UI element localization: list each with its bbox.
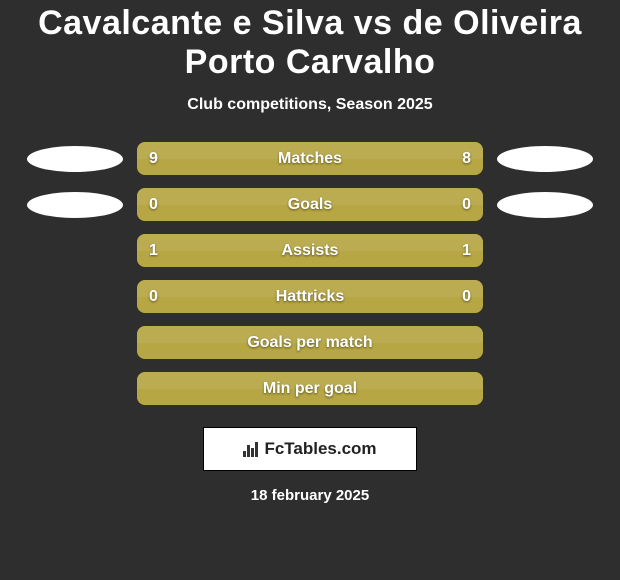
player-marker-left xyxy=(27,192,123,218)
spacer xyxy=(497,238,593,264)
logo-text: FcTables.com xyxy=(264,439,376,459)
stat-label: Assists xyxy=(282,242,339,260)
player-marker-left xyxy=(27,146,123,172)
stat-row: 9 8 Matches xyxy=(18,142,602,175)
stat-bar: 0 0 Hattricks xyxy=(137,280,483,313)
page-title: Cavalcante e Silva vs de Oliveira Porto … xyxy=(18,4,602,82)
stats-rows: 9 8 Matches 0 0 Goals 1 1 Assists 0 0 Hattricks Goal… xyxy=(18,142,602,405)
stat-value-left: 1 xyxy=(149,242,158,260)
stat-label: Goals per match xyxy=(247,334,372,352)
spacer xyxy=(497,284,593,310)
stat-row: Min per goal xyxy=(18,372,602,405)
fctables-logo: FcTables.com xyxy=(203,427,417,471)
stat-value-right: 0 xyxy=(462,196,471,214)
spacer xyxy=(497,330,593,356)
stat-value-left: 0 xyxy=(149,288,158,306)
stat-label: Matches xyxy=(278,150,342,168)
stat-bar: 1 1 Assists xyxy=(137,234,483,267)
bar-fill-right xyxy=(320,142,483,175)
stat-bar: Min per goal xyxy=(137,372,483,405)
stat-value-left: 0 xyxy=(149,196,158,214)
bar-fill-right xyxy=(310,188,483,221)
comparison-card: Cavalcante e Silva vs de Oliveira Porto … xyxy=(0,0,620,580)
stat-value-left: 9 xyxy=(149,150,158,168)
stat-row: 1 1 Assists xyxy=(18,234,602,267)
stat-value-right: 0 xyxy=(462,288,471,306)
date-label: 18 february 2025 xyxy=(18,487,602,504)
stat-bar: Goals per match xyxy=(137,326,483,359)
stat-row: Goals per match xyxy=(18,326,602,359)
spacer xyxy=(27,330,123,356)
stat-bar: 0 0 Goals xyxy=(137,188,483,221)
stat-value-right: 8 xyxy=(462,150,471,168)
stat-row: 0 0 Goals xyxy=(18,188,602,221)
spacer xyxy=(27,376,123,402)
spacer xyxy=(27,284,123,310)
stat-value-right: 1 xyxy=(462,242,471,260)
subtitle: Club competitions, Season 2025 xyxy=(18,96,602,114)
bar-fill-left xyxy=(137,188,310,221)
stat-label: Min per goal xyxy=(263,380,357,398)
player-marker-right xyxy=(497,192,593,218)
stat-bar: 9 8 Matches xyxy=(137,142,483,175)
spacer xyxy=(27,238,123,264)
stat-label: Hattricks xyxy=(276,288,344,306)
stat-label: Goals xyxy=(288,196,332,214)
bar-chart-icon xyxy=(243,442,258,457)
stat-row: 0 0 Hattricks xyxy=(18,280,602,313)
player-marker-right xyxy=(497,146,593,172)
spacer xyxy=(497,376,593,402)
